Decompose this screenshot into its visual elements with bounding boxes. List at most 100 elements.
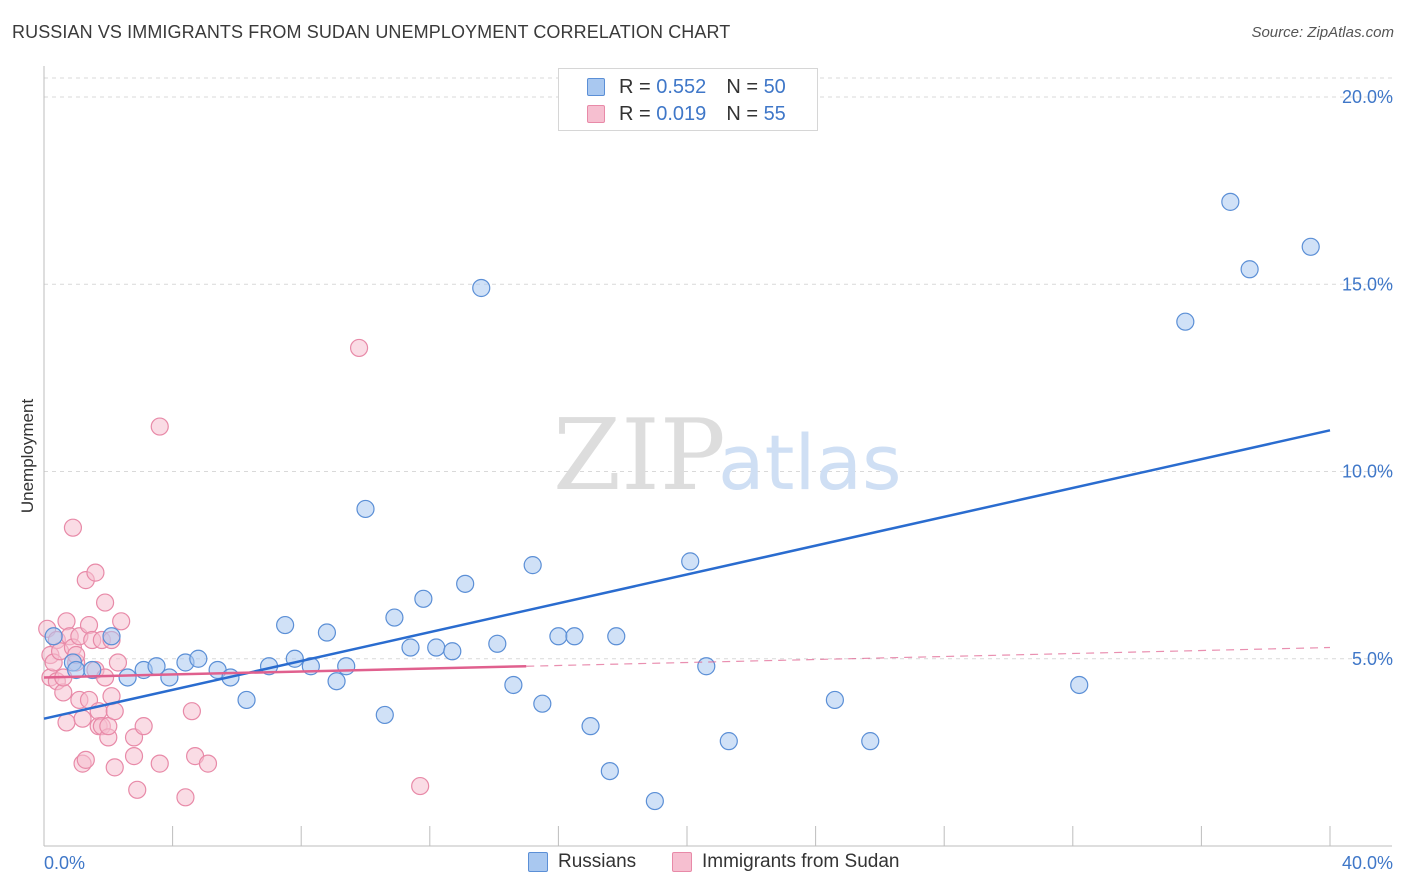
sudan-point [134, 717, 153, 736]
russians-point [549, 627, 568, 646]
legend-swatch-sudan [587, 105, 605, 123]
x-tick-label-max: 40.0% [1342, 853, 1393, 873]
legend-n-value-russians: 50 [763, 75, 786, 98]
russians-point [533, 694, 552, 713]
legend-n-label: N = [726, 75, 758, 98]
chart-source: Source: ZipAtlas.com [1251, 24, 1394, 41]
legend-row-sudan: R = 0.019 N = 55 [587, 102, 786, 126]
legend-r-value-russians: 0.552 [656, 75, 707, 98]
russians-point [1070, 675, 1089, 695]
russians-point [1176, 312, 1195, 331]
russians-point [83, 660, 102, 680]
russians-point [327, 672, 346, 691]
legend-r-label: R = [619, 75, 651, 98]
sudan-point [150, 417, 169, 436]
russians-point [472, 278, 491, 298]
series-swatch-sudan [672, 852, 692, 872]
sudan-point [76, 750, 95, 769]
sudan-point [182, 702, 201, 721]
series-label-sudan: Immigrants from Sudan [702, 851, 900, 872]
legend-n-label: N = [726, 102, 758, 125]
series-label-russians: Russians [558, 851, 637, 872]
russians-point [443, 642, 462, 661]
legend-swatch-russians [587, 78, 605, 96]
russians-point [118, 668, 137, 687]
russians-point [456, 574, 475, 593]
russians-point [581, 717, 600, 736]
grid-lines [44, 77, 1392, 660]
sudan-point [73, 709, 92, 728]
series-legend: Russians Immigrants from Sudan [0, 851, 1406, 877]
russians-point [102, 627, 121, 646]
sudan-point [86, 563, 105, 582]
y-tick-label: 15.0% [1342, 274, 1393, 294]
sudan-point [112, 612, 131, 631]
russians-point [607, 627, 626, 646]
sudan-point [349, 338, 369, 358]
russians-point [337, 657, 356, 676]
sudan-point [411, 776, 430, 796]
sudan-point [176, 788, 195, 807]
tick-labels: 5.0% 10.0% 15.0% 20.0% 0.0% 40.0% [44, 87, 1393, 873]
russians-point [385, 608, 404, 627]
sudan-point [95, 593, 115, 612]
y-axis-label: Unemployment [18, 399, 37, 514]
russians-point [1221, 192, 1240, 211]
sudan-point [124, 747, 144, 766]
series-legend-russians[interactable]: Russians [528, 851, 636, 873]
legend-r-value-sudan: 0.019 [656, 102, 707, 125]
sudan-point [198, 754, 218, 773]
stats-legend: R = 0.552 N = 50 R = 0.019 N = 55 [558, 68, 818, 131]
russians-point [356, 499, 375, 519]
watermark: ZIP atlas [553, 399, 902, 513]
sudan-point [79, 615, 99, 635]
y-tick-label: 20.0% [1342, 87, 1393, 107]
sudan-trend-line [43, 664, 527, 679]
series-swatch-russians [528, 852, 548, 872]
russians-point [861, 732, 880, 751]
russians-trend-line [43, 429, 1331, 720]
data-points [38, 192, 1320, 811]
trend-lines [43, 429, 1331, 720]
russians-point [523, 556, 542, 575]
russians-point [600, 761, 619, 781]
russians-point [401, 638, 420, 657]
sudan-point [105, 758, 124, 777]
russians-point [1240, 260, 1259, 279]
legend-n-value-sudan: 55 [763, 102, 786, 125]
legend-r-label: R = [619, 102, 651, 125]
sudan-point [57, 713, 76, 732]
sudan-point [63, 518, 83, 537]
axes [43, 66, 1392, 847]
russians-point [317, 623, 337, 642]
x-tick-label-min: 0.0% [44, 853, 85, 873]
russians-point [1301, 237, 1320, 256]
russians-point [375, 705, 394, 725]
russians-point [488, 634, 507, 653]
russians-point [719, 732, 738, 751]
russians-point [237, 690, 256, 710]
russians-point [565, 627, 584, 646]
russians-point [645, 791, 664, 811]
russians-point [427, 638, 446, 657]
watermark-zip: ZIP [553, 399, 726, 513]
chart-title: RUSSIAN VS IMMIGRANTS FROM SUDAN UNEMPLO… [12, 22, 731, 42]
russians-point [276, 615, 295, 635]
y-tick-label: 5.0% [1352, 649, 1393, 669]
russians-point [189, 649, 208, 668]
sudan-point [128, 780, 147, 799]
watermark-atlas: atlas [718, 418, 902, 507]
russians-point [44, 627, 63, 646]
russians-point [681, 552, 700, 571]
russians-point [825, 690, 844, 710]
russians-point [504, 675, 523, 695]
legend-row-russians: R = 0.552 N = 50 [587, 75, 786, 99]
sudan-point [108, 653, 128, 672]
series-legend-sudan[interactable]: Immigrants from Sudan [672, 851, 899, 873]
y-tick-label: 10.0% [1342, 462, 1393, 482]
russians-point [697, 657, 716, 676]
sudan-point [99, 717, 118, 736]
sudan-point [57, 612, 76, 631]
russians-point [414, 589, 433, 608]
